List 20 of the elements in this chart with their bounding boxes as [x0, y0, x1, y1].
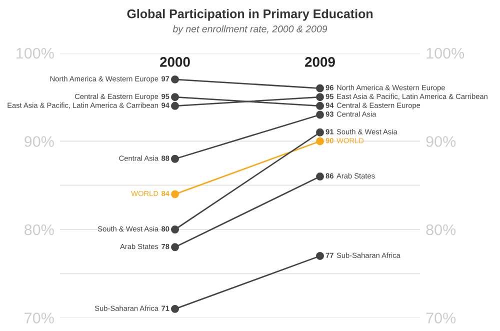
- point: [316, 110, 324, 119]
- point: [316, 172, 324, 181]
- point: [171, 304, 179, 313]
- point: [171, 226, 179, 234]
- point: [316, 84, 324, 92]
- x-tick-label: 2000: [160, 57, 190, 67]
- chart-title: Global Participation in Primary Education: [127, 9, 373, 21]
- point: [171, 102, 179, 110]
- chart-subtitle: by net enrollment rate, 2000 & 2009: [172, 25, 328, 34]
- point: [316, 137, 324, 146]
- point: [171, 243, 179, 252]
- point: [316, 252, 324, 260]
- x-tick-label: 2009: [305, 57, 335, 67]
- point: [171, 93, 179, 102]
- point: [171, 190, 179, 198]
- point: [171, 154, 179, 163]
- point: [171, 75, 179, 84]
- point: [316, 93, 324, 102]
- point: [316, 128, 324, 136]
- point: [316, 102, 324, 110]
